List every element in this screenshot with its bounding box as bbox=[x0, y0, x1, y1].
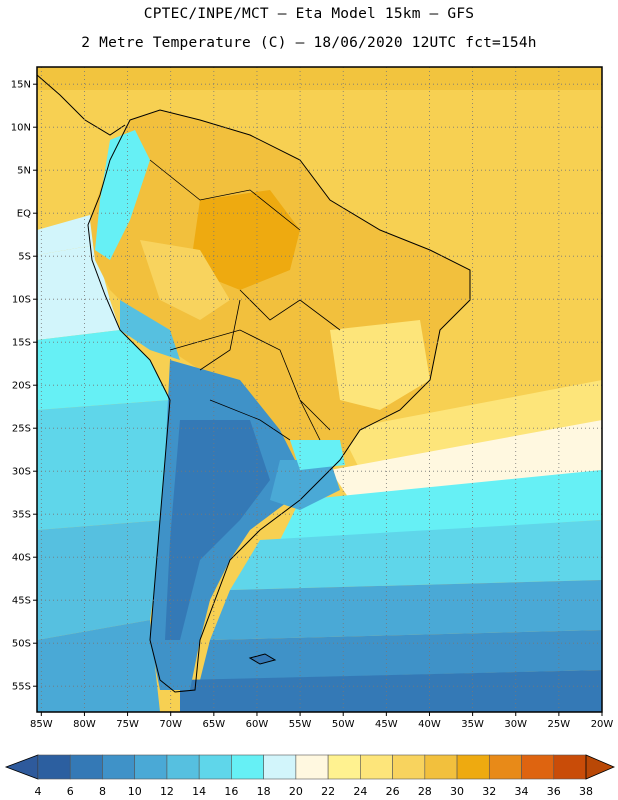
colorbar-segment bbox=[521, 754, 555, 780]
colorbar-high-arrow bbox=[585, 754, 616, 780]
lon-label: 60W bbox=[246, 719, 269, 730]
colorbar-label: 18 bbox=[257, 785, 271, 798]
land-region bbox=[270, 460, 340, 510]
colorbar-low-arrow bbox=[4, 754, 39, 780]
map-subtitle: 2 Metre Temperature (C) – 18/06/2020 12U… bbox=[81, 35, 537, 51]
colorbar-segment bbox=[37, 754, 71, 780]
lat-label: 20S bbox=[12, 381, 31, 392]
country-borders bbox=[149, 159, 341, 441]
island bbox=[248, 653, 277, 665]
lat-label: 40S bbox=[12, 553, 31, 564]
lat-label: 30S bbox=[12, 467, 31, 478]
colorbar-label: 36 bbox=[547, 785, 561, 798]
colorbar-label: 4 bbox=[35, 785, 42, 798]
ocean-band bbox=[210, 580, 602, 640]
colorbar-label: 24 bbox=[353, 785, 367, 798]
lon-label: 40W bbox=[418, 719, 441, 730]
lat-label: 15N bbox=[11, 80, 31, 91]
colorbar-label: 28 bbox=[418, 785, 432, 798]
ocean-band bbox=[200, 630, 602, 680]
colorbar-label: 22 bbox=[321, 785, 335, 798]
coastline bbox=[37, 74, 126, 136]
ocean-band bbox=[37, 245, 120, 340]
lon-label: 70W bbox=[159, 719, 182, 730]
land-hot-region bbox=[190, 190, 300, 290]
land-region bbox=[140, 240, 230, 320]
lon-label: 55W bbox=[289, 719, 312, 730]
coastline bbox=[87, 109, 471, 693]
ocean-band bbox=[230, 520, 602, 590]
lat-label: EQ bbox=[17, 209, 31, 220]
colorbar-segment bbox=[295, 754, 329, 780]
colorbar-segment bbox=[488, 754, 522, 780]
colorbar-segment bbox=[263, 754, 297, 780]
lon-label: 25W bbox=[548, 719, 571, 730]
lat-label: 5N bbox=[17, 166, 31, 177]
colorbar-segment bbox=[392, 754, 426, 780]
colorbar-segment bbox=[553, 754, 587, 780]
colorbar-label: 12 bbox=[160, 785, 174, 798]
colorbar-label: 34 bbox=[515, 785, 529, 798]
lon-label: 75W bbox=[116, 719, 139, 730]
latitude-labels: 15N 10N 5N EQ 5S 10S 15S 20S 25S 30S 35S 40S 45S 50S 5… bbox=[11, 80, 37, 693]
lon-label: 80W bbox=[73, 719, 96, 730]
lon-label: 45W bbox=[375, 719, 398, 730]
ocean-band bbox=[340, 380, 602, 470]
colorbar-label: 20 bbox=[289, 785, 303, 798]
lon-label: 35W bbox=[461, 719, 484, 730]
andes-cold-region bbox=[120, 300, 180, 360]
lat-label: 55S bbox=[12, 682, 31, 693]
lat-label: 10S bbox=[12, 295, 31, 306]
colorbar-segment bbox=[69, 754, 103, 780]
colorbar-label: 38 bbox=[579, 785, 593, 798]
colorbar-segment bbox=[360, 754, 393, 780]
colorbar-label: 26 bbox=[386, 785, 400, 798]
ocean-band bbox=[37, 400, 170, 530]
lon-label: 85W bbox=[30, 719, 53, 730]
colorbar-segment bbox=[134, 754, 168, 780]
map-title: CPTEC/INPE/MCT – Eta Model 15km – GFS bbox=[143, 6, 475, 22]
lat-label: 10N bbox=[11, 123, 31, 134]
ocean-band bbox=[280, 470, 602, 540]
land-region bbox=[290, 440, 345, 470]
lon-label: 20W bbox=[591, 719, 614, 730]
ocean-band bbox=[330, 420, 602, 500]
colorbar-segment bbox=[456, 754, 490, 780]
map-field bbox=[37, 67, 602, 712]
colorbar-segment bbox=[198, 754, 232, 780]
colorbar: 4 6 8 10 12 14 16 18 20 22 24 26 28 30 32 34 36 38 bbox=[4, 754, 616, 798]
colorbar-label: 16 bbox=[224, 785, 238, 798]
lat-label: 5S bbox=[18, 252, 31, 263]
lat-label: 45S bbox=[12, 596, 31, 607]
colorbar-segment bbox=[424, 754, 458, 780]
longitude-labels: 85W 80W 75W 70W 65W 60W 55W 50W 45W 40W 35W 30W 25W 2… bbox=[30, 712, 613, 730]
colorbar-label: 32 bbox=[482, 785, 496, 798]
colorbar-segment bbox=[166, 754, 200, 780]
ocean-band bbox=[37, 520, 165, 640]
ocean-band bbox=[37, 215, 95, 255]
lon-label: 30W bbox=[504, 719, 527, 730]
colorbar-label: 10 bbox=[128, 785, 142, 798]
colorbar-label: 8 bbox=[99, 785, 106, 798]
colorbar-segment bbox=[327, 754, 361, 780]
colorbar-label: 6 bbox=[67, 785, 74, 798]
lon-label: 65W bbox=[203, 719, 226, 730]
colorbar-label: 14 bbox=[192, 785, 206, 798]
colorbar-segment bbox=[102, 754, 136, 780]
ocean-band bbox=[37, 330, 170, 410]
lat-label: 25S bbox=[12, 424, 31, 435]
colorbar-label: 30 bbox=[450, 785, 464, 798]
andes-cold-region bbox=[95, 130, 150, 260]
land-cold-region bbox=[165, 420, 270, 640]
map-frame bbox=[36, 66, 603, 713]
lat-label: 35S bbox=[12, 510, 31, 521]
colorbar-segment bbox=[231, 754, 264, 780]
lon-label: 50W bbox=[332, 719, 355, 730]
lat-label: 15S bbox=[12, 338, 31, 349]
ocean-band bbox=[37, 67, 602, 90]
ocean-band bbox=[180, 670, 602, 712]
lat-label: 50S bbox=[12, 639, 31, 650]
